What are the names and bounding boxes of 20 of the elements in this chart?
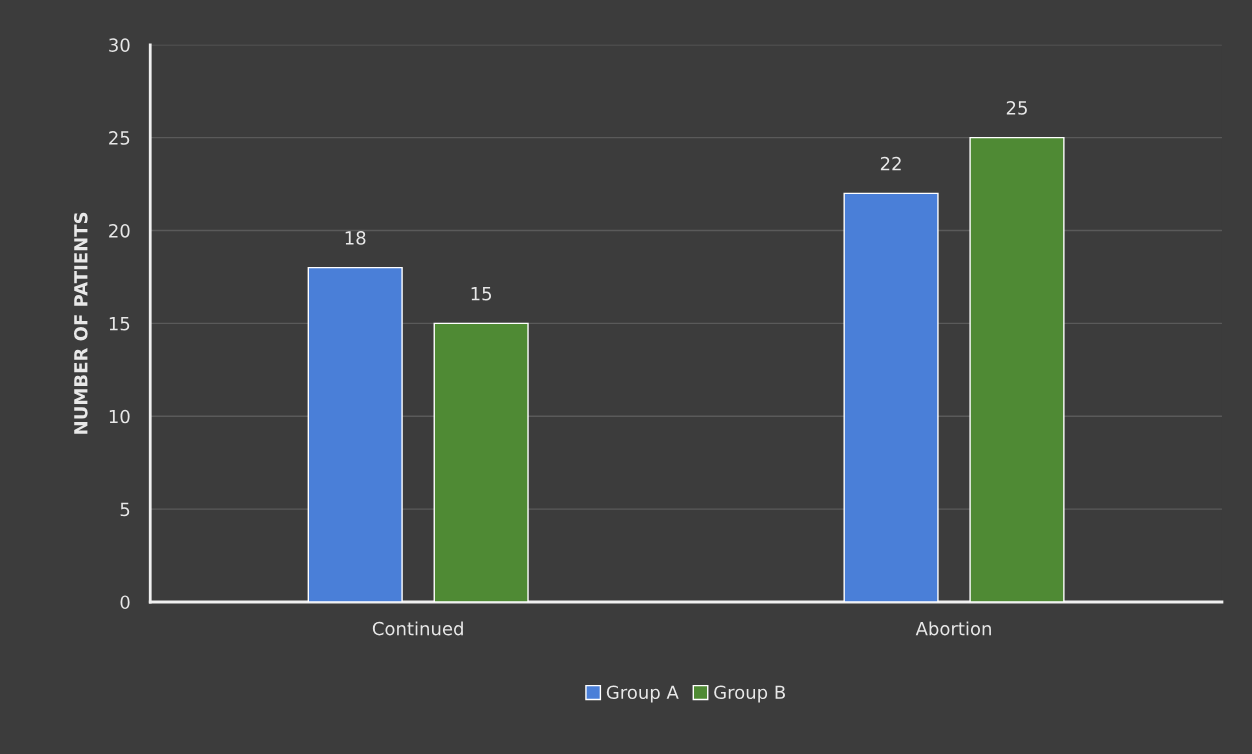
y-tick-label: 30: [109, 38, 130, 52]
y-tick-label: 15: [109, 317, 130, 331]
bar: [969, 136, 1065, 602]
bar: [843, 192, 939, 602]
data-label: 25: [1006, 101, 1027, 115]
data-label: 18: [345, 231, 366, 245]
bar: [433, 322, 529, 602]
bar: [307, 266, 403, 602]
y-tick-label: 20: [109, 223, 130, 238]
x-tick-label: Continued: [372, 621, 463, 636]
data-label: 22: [880, 156, 901, 171]
legend-label: Group A: [606, 685, 679, 703]
y-tick-label: 0: [120, 595, 130, 610]
data-label: 15: [471, 287, 492, 301]
y-tick-label: 10: [109, 409, 130, 424]
y-tick-label: 5: [120, 502, 130, 517]
y-tick-label: 25: [109, 131, 130, 145]
x-tick-label: Abortion: [915, 621, 991, 636]
y-axis-title: NUMBER OF PATIENTS: [74, 212, 88, 434]
legend-label: Group B: [714, 685, 785, 703]
